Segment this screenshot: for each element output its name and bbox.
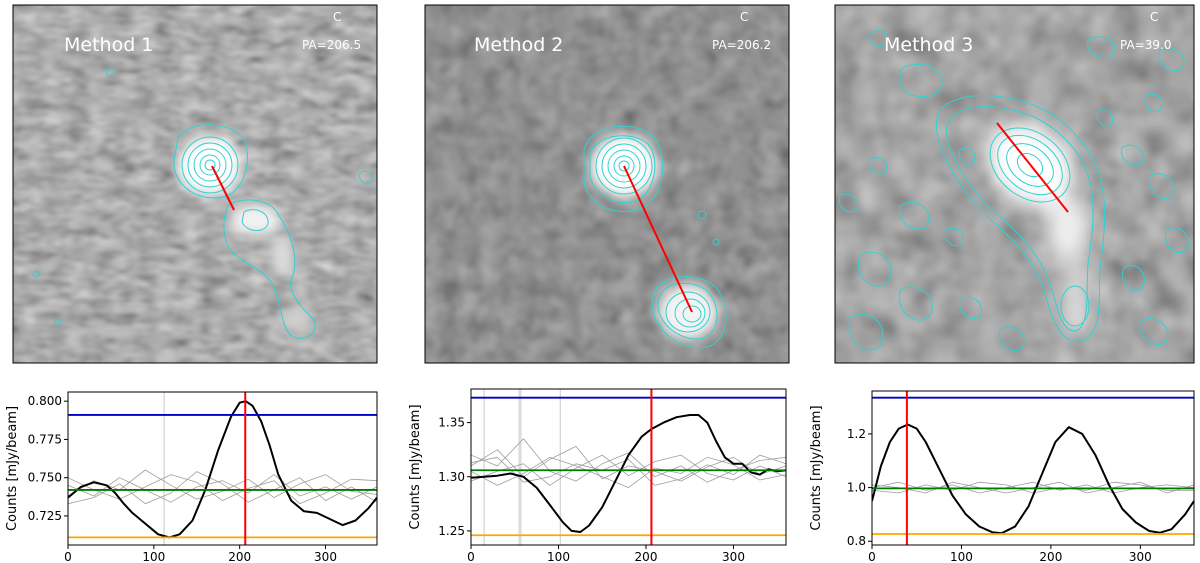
plot-frame — [67, 391, 378, 546]
y-axis-label: Counts [mJy/beam] — [408, 404, 423, 529]
series-line-random-1 — [68, 474, 377, 503]
plot-area — [471, 389, 786, 545]
pa-label-1: PA=206.5 — [302, 38, 361, 52]
plot-frame — [871, 390, 1195, 546]
series-line-random-2 — [68, 469, 377, 500]
corner-label-2: C — [740, 10, 748, 24]
series-line-random-4 — [471, 456, 786, 489]
plot-area — [872, 391, 1194, 545]
x-tick-label: 100 — [950, 550, 973, 563]
series-line-random-4 — [68, 471, 377, 505]
contours-3 — [838, 30, 1189, 352]
x-tick-label: 100 — [547, 550, 570, 563]
x-tick-label: 0 — [467, 550, 475, 563]
series-line-profile — [872, 423, 1194, 535]
x-tick-label: 200 — [1039, 550, 1062, 563]
y-axis-label: Counts [mJy/beam] — [809, 405, 824, 530]
y-tick-label: 1.2 — [847, 427, 866, 441]
x-tick-label: 300 — [722, 550, 745, 563]
pa-line-2 — [623, 165, 693, 313]
y-tick-label: 0.750 — [28, 471, 62, 485]
y-tick-label: 1.0 — [847, 481, 866, 495]
y-tick-label: 0.725 — [28, 509, 62, 523]
plot-frame — [470, 388, 787, 546]
panel-title-1: Method 1 — [64, 34, 153, 56]
x-tick-label: 100 — [142, 550, 165, 563]
y-tick-label: 1.35 — [438, 416, 465, 430]
panel-title-2: Method 2 — [474, 34, 563, 56]
y-axis-label: Counts [mJy/beam] — [5, 406, 20, 531]
pa-line-1 — [211, 165, 235, 211]
image-panel-method-1: Method 1 C PA=206.5 — [12, 4, 378, 364]
pa-label-2: PA=206.2 — [712, 38, 771, 52]
corner-label-1: C — [333, 10, 341, 24]
y-tick-label: 1.25 — [438, 524, 465, 538]
y-tick-label: 0.800 — [28, 394, 62, 408]
x-tick-label: 300 — [314, 550, 337, 563]
y-tick-label: 1.30 — [438, 470, 465, 484]
pa-label-3: PA=39.0 — [1120, 38, 1171, 52]
plot-area — [68, 392, 377, 545]
x-tick-label: 200 — [228, 550, 251, 563]
series-line-random-3 — [471, 454, 786, 486]
y-tick-label: 0.775 — [28, 432, 62, 446]
x-tick-label: 300 — [1129, 550, 1152, 563]
series-line-random-5 — [471, 454, 786, 486]
image-panel-method-3: Method 3 C PA=39.0 — [834, 4, 1195, 364]
x-tick-label: 0 — [64, 550, 72, 563]
panel-title-3: Method 3 — [884, 34, 973, 56]
corner-label-3: C — [1150, 10, 1158, 24]
y-tick-label: 0.8 — [847, 534, 866, 548]
contours-1 — [32, 67, 373, 339]
series-line-profile — [68, 400, 377, 539]
x-tick-label: 200 — [635, 550, 658, 563]
image-panel-method-2: Method 2 C PA=206.2 — [424, 4, 790, 364]
pa-line-3 — [996, 122, 1069, 213]
series-line-profile — [471, 414, 786, 533]
x-tick-label: 0 — [868, 550, 876, 563]
